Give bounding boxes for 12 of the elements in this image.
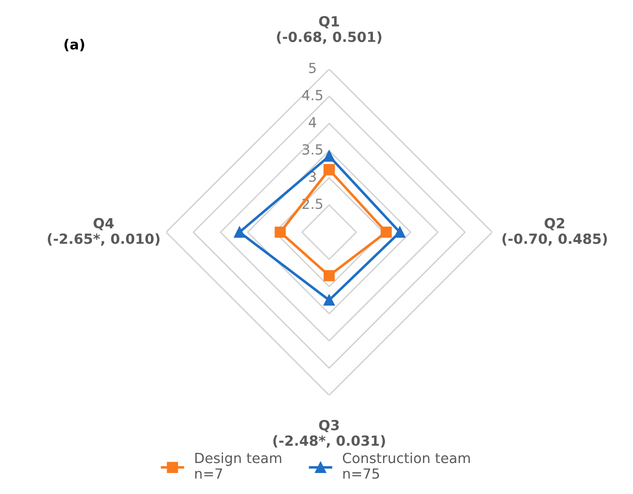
y-tick-label: 3.5 [302,144,322,155]
y-tick-label: 4 [308,117,316,128]
y-tick-label: 5 [309,62,316,74]
legend-label: Design team n=7 [195,452,282,479]
y-tick-label: 4.5 [302,90,322,100]
legend-label: Construction team n=75 [342,452,470,479]
y-tick-label: 2.5 [302,198,322,210]
spoke-label: Q1 (-0.68, 0.501) [276,16,382,44]
spoke-label: Q2 (-0.70, 0.485) [502,218,607,246]
spoke-label: Q3 (-2.48*, 0.031) [273,420,385,448]
spoke-label: Q4 (-2.65*, 0.010) [48,218,160,246]
text: (a) [64,38,84,52]
